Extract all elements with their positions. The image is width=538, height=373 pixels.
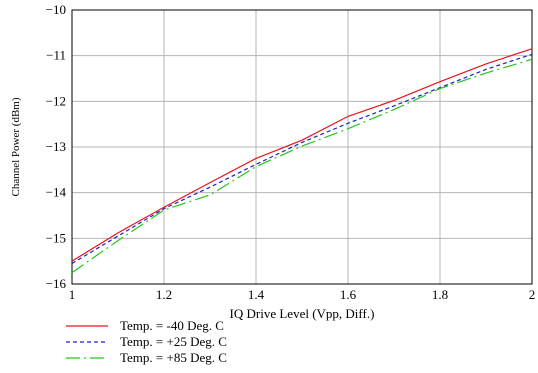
x-tick-label: 1.8: [432, 287, 448, 302]
y-tick-label: −15: [46, 230, 66, 245]
y-axis-label: Channel Power (dBm): [10, 97, 22, 196]
x-axis-label: IQ Drive Level (Vpp, Diff.): [230, 306, 375, 321]
series-line-1: [71, 48, 533, 262]
grid-lines: [71, 9, 533, 285]
y-tick-label: −13: [46, 139, 66, 154]
legend-label-2: Temp. = +25 Deg. C: [120, 334, 227, 349]
y-tick-label: −10: [46, 2, 66, 17]
x-tick-labels: 1 1.2 1.4 1.6 1.8 2: [69, 287, 536, 302]
y-tick-label: −16: [46, 276, 67, 291]
series-line-3: [71, 58, 533, 274]
x-tick-label: 1.2: [156, 287, 172, 302]
x-tick-label: 1: [69, 287, 76, 302]
series-line-2: [71, 53, 533, 264]
legend-label-3: Temp. = +85 Deg. C: [120, 350, 227, 365]
x-tick-label: 1.6: [340, 287, 357, 302]
y-tick-label: −12: [46, 93, 66, 108]
y-tick-label: −14: [46, 185, 67, 200]
y-tick-labels: −10 −11 −12 −13 −14 −15 −16: [46, 2, 67, 291]
x-tick-label: 2: [529, 287, 536, 302]
y-tick-label: −11: [46, 48, 66, 63]
x-tick-label: 1.4: [248, 287, 265, 302]
plot-frame: [71, 9, 533, 285]
series-layer: [71, 48, 533, 274]
legend-label-1: Temp. = -40 Deg. C: [120, 318, 224, 333]
